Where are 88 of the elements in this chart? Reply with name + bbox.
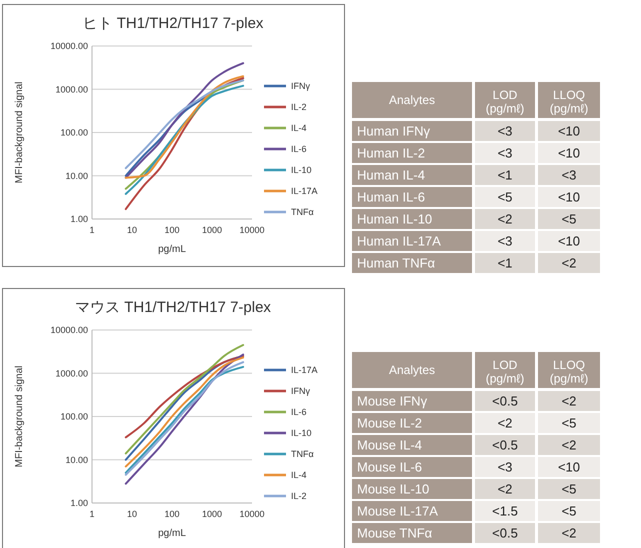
category-label: Mouse IL-6 — [357, 460, 422, 475]
text: <2 — [562, 394, 576, 409]
legend-label: IL-4 — [291, 470, 307, 480]
y-axis-title: MFI-background signal — [14, 82, 25, 184]
legend-label: IFNγ — [291, 81, 310, 92]
y-tick-label: 10.00 — [65, 454, 88, 465]
text: <3 — [498, 146, 512, 161]
y-tick-label: 1000.00 — [55, 84, 88, 94]
x-axis-title: pg/mL — [158, 244, 186, 255]
text: <5 — [498, 190, 512, 205]
legend-label: TNFα — [291, 449, 314, 460]
text: <2 — [562, 438, 576, 453]
text: <2 — [498, 482, 512, 497]
x-tick-label: 1 — [89, 225, 95, 235]
x-tick-label: 10000 — [239, 509, 265, 519]
legend-label: TNFα — [291, 207, 314, 218]
category-label: LOD (pg/mℓ) — [486, 358, 524, 386]
text: <5 — [562, 416, 576, 431]
category-label: Mouse TNFα — [357, 526, 432, 541]
legend-label: IL-2 — [291, 491, 307, 502]
y-tick-label: 1.00 — [70, 214, 88, 224]
y-tick-label: 10000.00 — [50, 41, 88, 52]
category-label: Analytes — [388, 93, 436, 108]
text: <1.5 — [492, 504, 518, 519]
category-label: Human IFNγ — [357, 124, 430, 139]
text: <2 — [562, 256, 576, 271]
y-tick-label: 10.00 — [65, 170, 88, 181]
legend-label: IL-6 — [291, 144, 307, 154]
legend-label: IL-4 — [291, 123, 307, 134]
text: <0.5 — [492, 438, 518, 453]
text: <5 — [562, 504, 576, 519]
y-tick-label: 100.00 — [60, 128, 88, 138]
text: <10 — [558, 460, 580, 475]
category-label: Human IL-6 — [357, 190, 425, 205]
text: <5 — [562, 212, 576, 227]
category-label: Mouse IL-17A — [357, 504, 438, 519]
text: <1 — [498, 168, 512, 183]
y-tick-label: 1.00 — [70, 498, 88, 508]
category-label: LLOQ (pg/mℓ) — [550, 358, 588, 386]
x-tick-label: 100 — [164, 225, 180, 235]
legend-label: IL-10 — [291, 428, 312, 438]
x-tick-label: 10000 — [239, 225, 265, 235]
category-label: Mouse IFNγ — [357, 394, 428, 409]
legend-label: IFNγ — [291, 386, 310, 396]
text: <3 — [562, 168, 576, 183]
text: <2 — [562, 526, 576, 541]
legend-label: IL-2 — [291, 102, 307, 112]
chart-title: ヒト TH1/TH2/TH17 7-plex — [82, 15, 264, 32]
legend-label: IL-6 — [291, 407, 307, 418]
text: <5 — [562, 482, 576, 497]
category-label: Mouse IL-4 — [357, 438, 422, 453]
text: <0.5 — [492, 394, 518, 409]
y-tick-label: 10000.00 — [50, 325, 88, 336]
y-axis-title: MFI-background signal — [14, 366, 25, 468]
category-label: Analytes — [388, 363, 436, 378]
text: <10 — [558, 234, 580, 249]
category-label: LLOQ (pg/mℓ) — [550, 88, 588, 116]
category-label: Human IL-17A — [357, 234, 441, 249]
y-tick-label: 100.00 — [60, 412, 88, 422]
category-label: Mouse IL-10 — [357, 482, 430, 497]
category-label: Human IL-2 — [357, 146, 425, 161]
text: <10 — [558, 146, 580, 161]
legend-label: IL-17A — [291, 186, 318, 196]
x-tick-label: 10 — [126, 225, 138, 235]
x-axis-title: pg/mL — [158, 528, 186, 539]
category-label: Human IL-4 — [357, 168, 425, 183]
text: <1 — [498, 256, 512, 271]
text: <3 — [498, 234, 512, 249]
chart-title: マウス TH1/TH2/TH17 7-plex — [75, 299, 272, 316]
category-label: Human IL-10 — [357, 212, 432, 227]
legend-label: IL-10 — [291, 165, 312, 176]
text: <2 — [498, 212, 512, 227]
text: <10 — [558, 190, 580, 205]
text: <10 — [558, 124, 580, 139]
text: <3 — [498, 460, 512, 475]
legend-label: IL-17A — [291, 365, 318, 376]
category-label: Mouse IL-2 — [357, 416, 422, 431]
text: <3 — [498, 124, 512, 139]
x-tick-label: 100 — [164, 509, 180, 519]
x-tick-label: 1000 — [202, 509, 222, 519]
y-tick-label: 1000.00 — [55, 368, 88, 378]
text: <0.5 — [492, 526, 518, 541]
text: <2 — [498, 416, 512, 431]
x-tick-label: 1000 — [202, 225, 222, 235]
x-tick-label: 10 — [126, 509, 138, 519]
category-label: LOD (pg/mℓ) — [486, 88, 524, 116]
x-tick-label: 1 — [89, 509, 95, 519]
category-label: Human TNFα — [357, 256, 436, 271]
